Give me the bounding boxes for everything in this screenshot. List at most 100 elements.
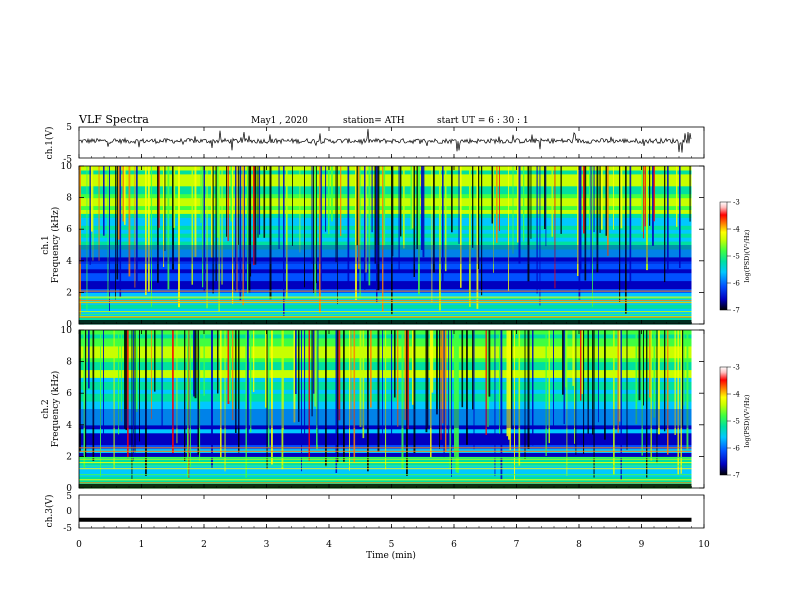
- ytick-label: 10: [61, 326, 73, 336]
- spectrogram-streak: [620, 330, 622, 480]
- spectrogram-streak: [226, 166, 227, 237]
- spectrogram-streak: [643, 330, 644, 406]
- spectrogram-streak: [391, 330, 393, 445]
- ch2-yticks: 0 2 4 6 8 10: [61, 326, 704, 494]
- spectrogram-streak: [583, 330, 585, 454]
- spectrogram-streak: [245, 330, 247, 478]
- spectrogram-streak: [518, 330, 521, 466]
- spectrogram-streak: [319, 166, 321, 313]
- xtick-label: 8: [576, 540, 582, 550]
- spectrogram-streak: [686, 330, 689, 450]
- spectrogram-streak: [151, 166, 152, 307]
- ytick-label: 0: [66, 320, 72, 330]
- spectrogram-streak: [271, 330, 273, 465]
- spectrogram-streak: [433, 166, 435, 273]
- ch1-waveform-trace: [78, 128, 692, 153]
- xtick-label: 10: [698, 540, 710, 550]
- spectrogram-streak: [445, 330, 447, 452]
- spectrogram-streak: [86, 166, 88, 312]
- spectrogram-streak: [680, 330, 682, 474]
- spectrogram-streak: [308, 330, 310, 461]
- spectrogram-streak: [664, 166, 666, 283]
- spectrogram-streak: [283, 330, 284, 430]
- ch2-colorbar-ticks: -3 -4 -5 -6 -7: [727, 364, 740, 480]
- spectrogram-streak: [667, 166, 669, 274]
- spectrogram-streak: [397, 330, 399, 427]
- spectrogram-streak: [485, 330, 487, 435]
- ch1-spectrogram-image: [79, 166, 692, 325]
- spectrogram-streak: [266, 330, 268, 470]
- spectrogram-streak: [131, 330, 133, 479]
- ytick-label: 0: [66, 484, 72, 494]
- spectrogram-band: [79, 304, 692, 309]
- spectrogram-streak: [641, 166, 644, 232]
- ytick-label: 4: [66, 257, 72, 267]
- spectrogram-streak: [172, 166, 174, 270]
- spectrogram-band: [79, 476, 692, 481]
- spectrogram-streak: [481, 166, 483, 296]
- spectrogram-streak: [410, 166, 412, 230]
- spectrogram-streak: [109, 166, 110, 311]
- spectrogram-band: [79, 237, 692, 242]
- spectrogram-streak: [83, 330, 86, 468]
- spectrogram-streak: [107, 166, 109, 301]
- spectrogram-streak: [154, 330, 156, 392]
- station-label: station= ATH: [343, 116, 405, 126]
- ch2-spec-ylabel-channel: ch.2: [41, 399, 51, 418]
- spectrogram-streak: [193, 330, 195, 397]
- start-time-label: start UT = 6 : 30 : 1: [437, 116, 529, 126]
- spectrogram-streak: [449, 330, 451, 470]
- spectrogram-streak: [313, 330, 315, 394]
- spectrogram-streak: [247, 166, 249, 294]
- spectrogram-line: [79, 297, 692, 299]
- spectrogram-streak: [413, 330, 416, 453]
- spectrogram-streak: [269, 166, 272, 300]
- spectrogram-streak: [523, 166, 525, 242]
- spectrogram-streak: [335, 166, 337, 263]
- spectrogram-band: [79, 185, 692, 191]
- spectrogram-line: [79, 301, 692, 303]
- spectrogram-streak: [299, 166, 301, 253]
- colorbar-tick-label: -3: [733, 364, 740, 372]
- spectrogram-streak: [145, 330, 147, 476]
- spectrogram-streak: [635, 330, 638, 425]
- ch2-spectrogram-panel: 0 2 4 6 8 10 ch.2 Frequency (kHz): [41, 326, 705, 494]
- spectrogram-streak: [383, 166, 386, 246]
- spectrogram-streak: [128, 166, 131, 277]
- spectrogram-streak: [139, 330, 140, 442]
- spectrogram-streak: [364, 166, 366, 290]
- spectrogram-band: [79, 316, 692, 321]
- spectrogram-streak: [317, 330, 319, 445]
- spectrogram-line: [79, 447, 692, 449]
- spectrogram-streak: [374, 166, 377, 264]
- spectrogram-streak: [439, 330, 440, 449]
- spectrogram-streak: [391, 166, 393, 315]
- spectrogram-streak: [202, 166, 204, 288]
- spectrogram-streak: [314, 166, 317, 296]
- x-axis: 0 1 2 3 4 5 6 7 8 9 10: [76, 127, 710, 550]
- spectrogram-streak: [613, 330, 615, 475]
- spectrogram-streak: [545, 166, 547, 247]
- spectrogram-streak: [560, 166, 562, 234]
- ch3-ytick-m5: -5: [63, 524, 72, 534]
- spectrogram-streak: [286, 166, 288, 300]
- spectrogram-streak: [376, 166, 378, 303]
- spectrogram-streak: [151, 330, 152, 420]
- spectrogram-band: [79, 245, 692, 250]
- ch3-waveform-panel: 5 0 -5 ch.3(V): [44, 492, 705, 534]
- spectrogram-streak: [368, 166, 371, 286]
- xtick-label: 2: [201, 540, 207, 550]
- spectrogram-streak: [362, 330, 365, 439]
- spectrogram-band: [79, 284, 692, 289]
- spectrogram-streak: [253, 330, 255, 392]
- spectrogram-band: [79, 166, 692, 171]
- spectrogram-band: [79, 256, 692, 262]
- spectrogram-streak: [583, 166, 585, 234]
- spectrogram-streak: [365, 166, 367, 273]
- spectrogram-streak: [421, 166, 423, 250]
- spectrogram-line: [79, 474, 692, 476]
- spectrogram-line: [79, 479, 692, 481]
- spectrogram-streak: [598, 330, 599, 423]
- ch3-wave-ylabel: ch.3(V): [44, 495, 55, 528]
- spectrogram-streak: [478, 166, 480, 269]
